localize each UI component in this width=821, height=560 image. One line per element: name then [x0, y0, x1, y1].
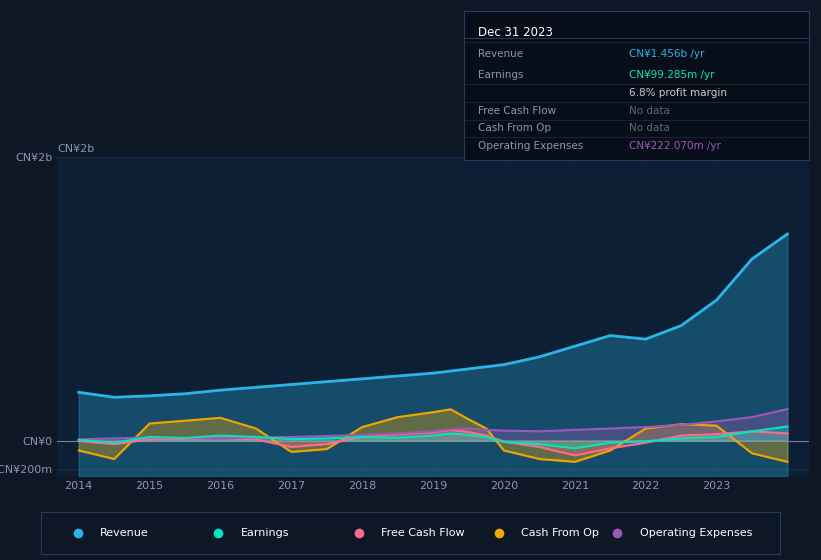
Text: Cash From Op: Cash From Op	[521, 529, 599, 538]
Text: No data: No data	[630, 106, 670, 115]
Text: CN¥222.070m /yr: CN¥222.070m /yr	[630, 141, 722, 151]
Text: Earnings: Earnings	[478, 70, 523, 80]
Text: Operating Expenses: Operating Expenses	[640, 529, 752, 538]
Text: No data: No data	[630, 123, 670, 133]
Text: Earnings: Earnings	[241, 529, 289, 538]
Text: CN¥99.285m /yr: CN¥99.285m /yr	[630, 70, 715, 80]
Text: CN¥1.456b /yr: CN¥1.456b /yr	[630, 49, 704, 59]
Text: Operating Expenses: Operating Expenses	[478, 141, 583, 151]
Text: CN¥2b: CN¥2b	[57, 144, 94, 154]
Text: Cash From Op: Cash From Op	[478, 123, 551, 133]
Text: 6.8% profit margin: 6.8% profit margin	[630, 88, 727, 98]
Text: Free Cash Flow: Free Cash Flow	[381, 529, 465, 538]
Text: Revenue: Revenue	[478, 49, 523, 59]
Text: Free Cash Flow: Free Cash Flow	[478, 106, 556, 115]
Text: Revenue: Revenue	[100, 529, 149, 538]
Text: Dec 31 2023: Dec 31 2023	[478, 26, 553, 39]
